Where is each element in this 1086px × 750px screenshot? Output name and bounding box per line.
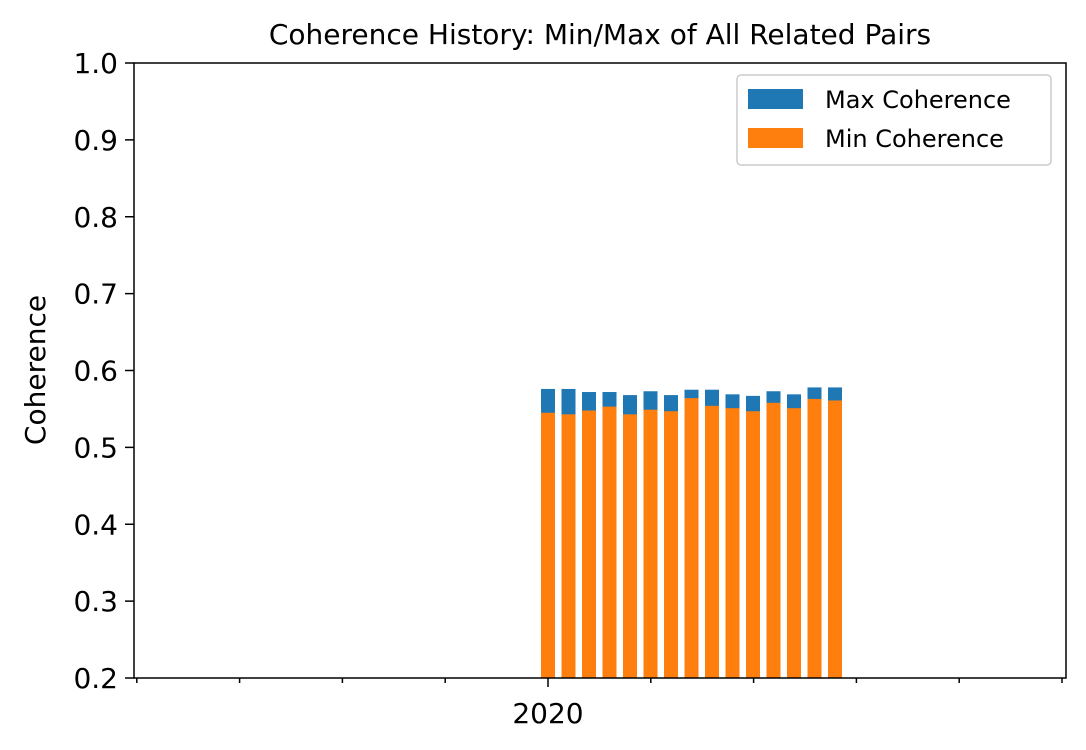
x-tick-label: 2020	[512, 697, 583, 730]
bar-min	[746, 411, 760, 678]
y-tick-label: 0.7	[73, 278, 118, 311]
y-axis-label: Coherence	[19, 295, 52, 445]
bar-min	[787, 408, 801, 678]
y-tick-label: 0.8	[73, 201, 118, 234]
bar-min	[664, 411, 678, 678]
y-tick-label: 1.0	[73, 47, 118, 80]
bar-min	[602, 406, 617, 678]
bar-min	[582, 410, 596, 678]
legend-frame	[736, 74, 1052, 166]
bar-min	[807, 398, 822, 678]
bar-min	[828, 400, 842, 678]
legend: Max Coherence Min Coherence	[736, 74, 1052, 166]
y-tick-label: 0.6	[73, 355, 118, 388]
x-axis: 2020	[136, 678, 1063, 730]
chart-title: Coherence History: Min/Max of All Relate…	[269, 18, 931, 51]
bar-min	[561, 414, 576, 678]
legend-label-min: Min Coherence	[825, 125, 1004, 153]
y-tick-label: 0.5	[73, 431, 118, 464]
bar-min	[643, 409, 658, 678]
bar-min	[705, 405, 719, 678]
legend-swatch-min	[748, 128, 803, 148]
bar-min	[623, 414, 637, 678]
bar-min	[725, 408, 740, 678]
y-tick-label: 0.2	[73, 662, 118, 695]
y-tick-label: 0.3	[73, 585, 118, 618]
y-tick-label: 0.9	[73, 124, 118, 157]
y-axis: 0.2 0.3 0.4 0.5 0.6 0.7 0.8 0.9 1.0	[73, 47, 134, 695]
y-tick-label: 0.4	[73, 508, 118, 541]
bar-min	[766, 402, 781, 678]
bars-group	[541, 387, 842, 678]
legend-swatch-max	[748, 89, 803, 109]
bar-min	[684, 398, 699, 678]
bar-min	[541, 412, 555, 678]
legend-label-max: Max Coherence	[825, 86, 1011, 114]
